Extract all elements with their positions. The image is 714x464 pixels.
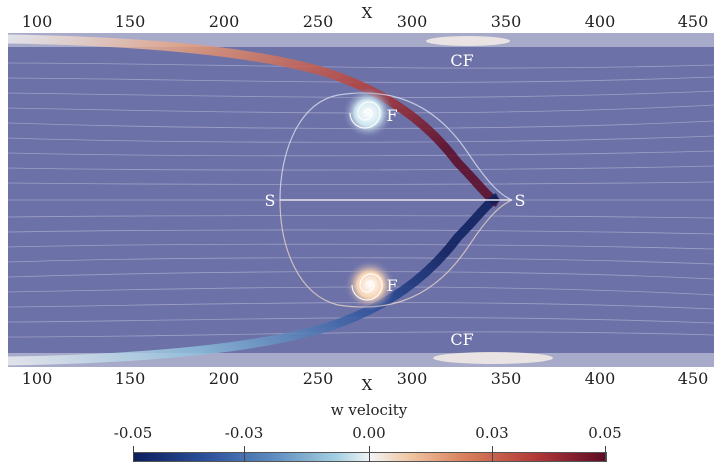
corner-flow-bottom <box>433 352 553 364</box>
x-tick-bottom: 250 <box>302 369 334 388</box>
corner-flow-label-bottom: CF <box>450 330 474 349</box>
colorbar <box>133 452 607 462</box>
x-tick-top: 300 <box>396 12 428 31</box>
x-tick-bottom: 100 <box>21 369 53 388</box>
colorbar-tick-label: 0.00 <box>352 424 386 442</box>
x-axis-title-top: X <box>361 4 373 22</box>
corner-flow-label-top: CF <box>450 51 474 70</box>
colorbar-tick-mark <box>244 446 245 462</box>
bubble-bottom-outline <box>279 199 513 308</box>
x-tick-bottom: 450 <box>677 369 709 388</box>
colorbar-tick-mark <box>369 446 370 462</box>
x-tick-top: 450 <box>677 12 709 31</box>
focus-label-bottom: F <box>386 276 398 295</box>
x-tick-top: 100 <box>21 12 53 31</box>
colorbar-tick-label: -0.05 <box>113 424 153 442</box>
x-tick-top: 150 <box>114 12 146 31</box>
colorbar-tick-mark <box>133 446 134 462</box>
colorbar-tick-mark <box>492 446 493 462</box>
colorbar-tick-mark <box>605 446 606 462</box>
colorbar-tick-label: -0.03 <box>224 424 264 442</box>
x-tick-bottom: 300 <box>396 369 428 388</box>
bottom-shear-layer <box>8 192 501 366</box>
streamline-plot <box>8 33 714 367</box>
x-tick-top: 350 <box>490 12 522 31</box>
focus-label-top: F <box>386 106 398 125</box>
x-tick-top: 200 <box>208 12 240 31</box>
colorbar-tick-label: 0.03 <box>475 424 509 442</box>
top-shear-layer <box>8 34 501 208</box>
top-vortex <box>342 87 394 139</box>
bottom-vortex <box>344 259 396 311</box>
x-tick-bottom: 150 <box>114 369 146 388</box>
saddle-label-left: S <box>264 191 276 210</box>
x-tick-bottom: 350 <box>490 369 522 388</box>
x-tick-bottom: 400 <box>584 369 616 388</box>
colorbar-tick-label: 0.05 <box>588 424 622 442</box>
bottom-vortex-spiral <box>351 273 383 301</box>
x-tick-top: 400 <box>584 12 616 31</box>
colorbar-title: w velocity <box>330 401 408 419</box>
bubble-top-outline <box>279 92 513 201</box>
top-vortex-spiral <box>349 101 381 129</box>
corner-flow-top <box>426 36 510 46</box>
saddle-label-right: S <box>514 191 526 210</box>
x-tick-bottom: 200 <box>208 369 240 388</box>
x-tick-top: 250 <box>302 12 334 31</box>
x-axis-title-bottom: X <box>361 376 373 394</box>
streamline-field-svg <box>8 33 714 367</box>
